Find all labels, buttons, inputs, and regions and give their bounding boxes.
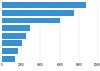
Bar bbox=[2, 25, 30, 31]
Bar bbox=[2, 56, 15, 62]
Bar bbox=[2, 18, 60, 24]
Bar bbox=[2, 10, 74, 16]
Bar bbox=[2, 48, 18, 54]
Bar bbox=[2, 2, 86, 8]
Bar bbox=[2, 33, 26, 39]
Bar bbox=[2, 40, 22, 46]
